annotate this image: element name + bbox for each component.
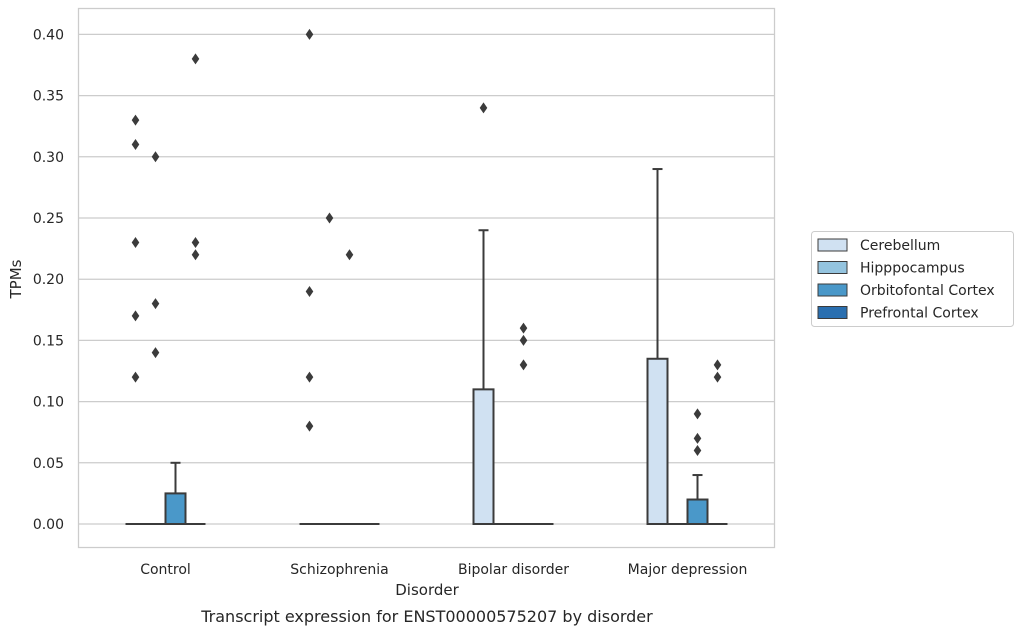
outlier-point [131, 139, 140, 151]
box-body [646, 357, 669, 526]
outlier-point [305, 420, 314, 432]
box-2-3 [686, 408, 709, 525]
outlier-point [131, 236, 140, 248]
legend-swatch [817, 238, 848, 252]
box-body [472, 388, 495, 525]
y-tick-label: 0.30 [33, 150, 64, 166]
outlier-point [345, 249, 354, 261]
outlier-point [305, 28, 314, 40]
legend-swatch [817, 306, 848, 319]
y-tick-label: 0.00 [33, 517, 64, 533]
outlier-point [131, 371, 140, 383]
outlier-point [519, 359, 528, 371]
outlier-point [191, 249, 200, 261]
outlier-point [519, 334, 528, 346]
y-tick-label: 0.10 [33, 395, 64, 411]
outlier-point [151, 298, 160, 310]
outlier-point [693, 432, 702, 444]
outlier-point [305, 371, 314, 383]
legend-label: Cerebellum [860, 238, 940, 254]
y-tick-label: 0.25 [33, 211, 64, 227]
chart-caption: Transcript expression for ENST0000057520… [200, 607, 653, 626]
x-tick-label: Major depression [628, 562, 748, 578]
box-0-0 [125, 114, 146, 525]
box-body [164, 492, 187, 525]
outlier-point [479, 102, 488, 114]
plot-area [125, 28, 728, 526]
x-tick-label: Schizophrenia [290, 562, 388, 578]
y-tick-label: 0.40 [33, 27, 64, 43]
x-tick-label: Bipolar disorder [458, 562, 569, 578]
x-axis-title: Disorder [395, 581, 459, 599]
outlier-point [131, 310, 140, 322]
legend: Cerebellum Hipppocampus Orbitofontal Corte… [811, 231, 1014, 327]
outlier-point [151, 347, 160, 359]
legend-label: Orbitofontal Cortex [860, 283, 995, 299]
x-tick-label: Control [140, 562, 191, 578]
legend-swatch [817, 261, 848, 274]
box-1-1 [319, 212, 340, 525]
box-3-0 [185, 53, 206, 525]
plot-frame [77, 7, 776, 549]
y-tick-label: 0.35 [33, 89, 64, 105]
box-0-1 [299, 28, 320, 525]
y-tick-label: 0.05 [33, 456, 64, 472]
box-2-2 [513, 322, 534, 525]
legend-label: Hipppocampus [860, 261, 965, 277]
outlier-point [305, 285, 314, 297]
box-0-3 [646, 168, 669, 526]
y-tick-label: 0.15 [33, 333, 64, 349]
outlier-point [693, 445, 702, 457]
box-body [686, 498, 709, 525]
y-tick-label: 0.20 [33, 272, 64, 288]
box-0-2 [472, 102, 495, 525]
box-3-3 [707, 359, 728, 525]
outlier-point [131, 114, 140, 126]
y-axis-title: TPMs [7, 259, 25, 299]
box-2-1 [339, 249, 360, 525]
outlier-point [325, 212, 334, 224]
box-2-0 [164, 461, 187, 525]
y-axis-ticks: 0.00 0.05 0.10 0.15 0.20 0.25 0.30 0.35 0.40 [33, 27, 64, 533]
x-axis-ticks: Control Schizophrenia Bipolar disorder Majo… [140, 562, 747, 578]
legend-frame [811, 231, 1014, 327]
outlier-point [191, 236, 200, 248]
legend-swatch [817, 283, 848, 297]
outlier-point [693, 408, 702, 420]
outlier-point [713, 371, 722, 383]
box-1-0 [145, 151, 166, 525]
legend-label: Prefrontal Cortex [860, 306, 979, 322]
outlier-point [191, 53, 200, 65]
outlier-point [519, 322, 528, 334]
outlier-point [151, 151, 160, 163]
outlier-point [713, 359, 722, 371]
